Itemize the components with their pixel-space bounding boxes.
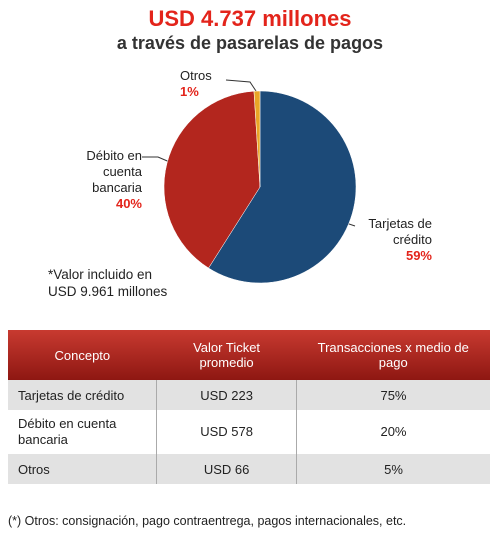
header-cell: Valor Ticket promedio (156, 330, 297, 380)
table-row: Tarjetas de crédito USD 223 75% (8, 380, 490, 410)
table-cell: USD 66 (156, 454, 297, 484)
pie-slice (208, 90, 357, 284)
table-cell: Débito en cuenta bancaria (8, 410, 158, 454)
table-cell: USD 223 (156, 380, 297, 410)
header-cell: Concepto (8, 330, 157, 380)
table-cell: 5% (296, 454, 490, 484)
footnote: (*) Otros: consignación, pago contraentr… (8, 514, 407, 528)
pie-slice (163, 90, 261, 269)
label-debito: Débito en cuenta bancaria 40% (86, 148, 142, 211)
table-cell: 20% (380, 424, 407, 439)
subtitle: a través de pasarelas de pagos (116, 33, 384, 53)
title: USD 4.737 millones (148, 6, 352, 31)
table-cell: Tarjetas de crédito (8, 380, 158, 410)
table: Concepto Valor Ticket promedio Transaccion… (8, 330, 490, 484)
table-cell: Otros (8, 454, 158, 484)
header-cell: Transacciones x medio de pago (296, 330, 490, 380)
table-header: Concepto Valor Ticket promedio Transaccion… (8, 330, 490, 380)
pie-slice (253, 90, 261, 188)
table-row: Débito en cuenta bancaria USD 578 20% (8, 410, 490, 454)
table-cell: 75% (296, 380, 490, 410)
label-otros: Otros 1% (180, 68, 212, 99)
label-tarjetas: Tarjetas de crédito 59% (368, 216, 432, 263)
table-row: Otros USD 66 5% (8, 454, 490, 484)
annotation: *Valor incluido en USD 9.961 millones (48, 267, 168, 299)
table-cell: USD 578 (156, 410, 297, 454)
leader-line (225, 79, 259, 95)
pie-chart (142, 79, 357, 284)
